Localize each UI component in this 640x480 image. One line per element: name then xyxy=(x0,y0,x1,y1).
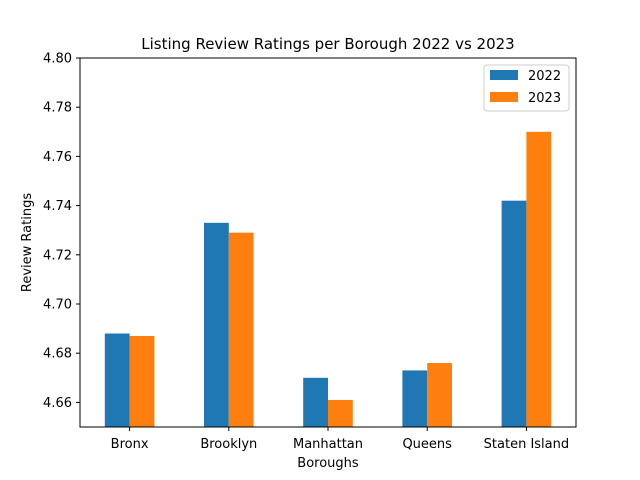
bars-group xyxy=(104,131,552,428)
plot-frame xyxy=(79,57,577,428)
legend-label-2022: 2022 xyxy=(528,69,561,84)
y-axis-label: Review Ratings xyxy=(20,193,35,292)
bar-2022-bronx xyxy=(104,333,130,427)
y-axis: 4.66 4.68 4.70 4.72 4.74 4.76 4.78 4.80 xyxy=(43,52,80,411)
y-tick-label: 4.78 xyxy=(43,101,72,116)
y-tick-label: 4.66 xyxy=(43,396,72,411)
legend-swatch-2022 xyxy=(490,70,518,80)
bar-2023-brooklyn xyxy=(228,232,254,427)
legend: 2022 2023 xyxy=(483,64,570,112)
x-tick-label: Bronx xyxy=(111,437,149,452)
y-tick-label: 4.76 xyxy=(43,150,72,165)
y-tick-label: 4.80 xyxy=(43,52,72,67)
x-tick-label: Staten Island xyxy=(484,437,569,452)
bar-2022-brooklyn xyxy=(204,222,229,427)
bar-2022-queens xyxy=(402,370,428,427)
y-tick-label: 4.72 xyxy=(43,248,72,263)
bar-2022-manhattan xyxy=(303,377,328,427)
y-tick-label: 4.68 xyxy=(43,347,72,362)
bar-2023-queens xyxy=(427,363,452,427)
chart-title: Listing Review Ratings per Borough 2022 … xyxy=(141,35,514,53)
legend-swatch-2023 xyxy=(490,92,518,102)
legend-label-2023: 2023 xyxy=(528,91,561,106)
x-axis: Bronx Brooklyn Manhattan Queens Staten Islan… xyxy=(111,427,569,452)
x-tick-label: Brooklyn xyxy=(200,437,257,452)
bar-2023-bronx xyxy=(129,335,155,427)
y-tick-label: 4.70 xyxy=(43,298,72,313)
bar-2023-staten-island xyxy=(526,131,552,428)
bar-2023-manhattan xyxy=(328,399,353,427)
x-axis-label: Boroughs xyxy=(297,456,359,471)
x-tick-label: Queens xyxy=(402,437,452,452)
y-tick-label: 4.74 xyxy=(43,199,72,214)
bar-2022-staten-island xyxy=(501,200,527,427)
x-tick-label: Manhattan xyxy=(293,437,363,452)
